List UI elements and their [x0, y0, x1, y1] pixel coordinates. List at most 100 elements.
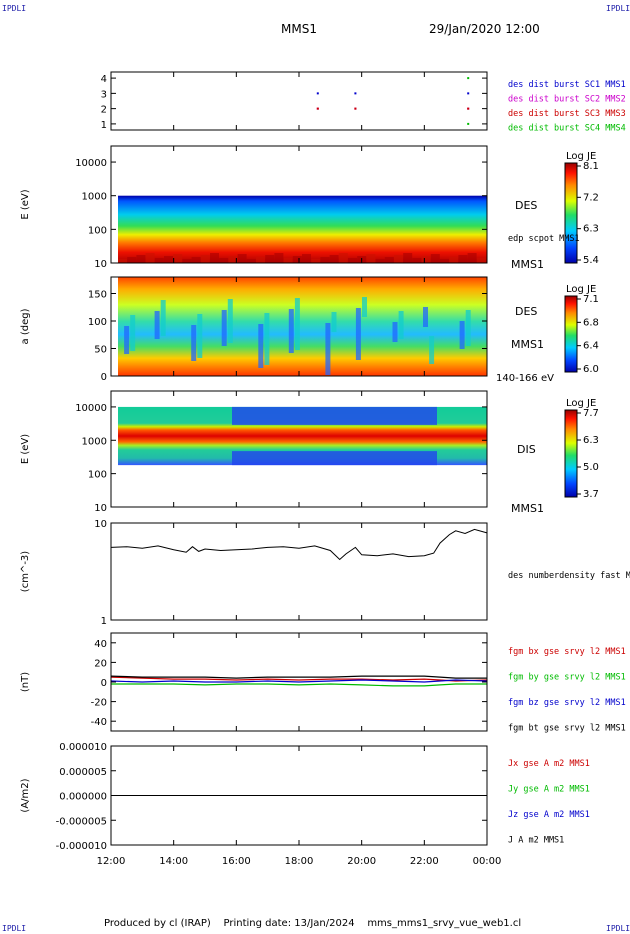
des-energy-cell-31 [403, 253, 413, 263]
burst-point-0-2 [467, 92, 470, 95]
des-energy-ytick-label-2: 100 [88, 225, 107, 236]
des-energy-colorbar-label-2: 6.3 [583, 224, 599, 235]
burst-legend-3: des dist burst SC4 MMS4 [508, 124, 626, 134]
burst-legend-0: des dist burst SC1 MMS1 [508, 80, 626, 90]
des-energy-colorbar-label-3: 5.4 [583, 255, 599, 266]
burst-point-0-1 [354, 92, 357, 95]
pitch-cell-51 [429, 336, 435, 364]
dis-energy-colorbar-label-0: 7.7 [583, 408, 599, 419]
bfield-ytick-label-3: -20 [91, 698, 107, 709]
current-legend-3: J A m2 MMS1 [508, 836, 564, 846]
des-energy-cell-36 [449, 257, 459, 263]
burst-panel-frame [110, 71, 488, 131]
des-energy-cell-5 [164, 256, 173, 263]
des-energy-cell-27 [366, 254, 376, 263]
dis-energy-label: DIS [517, 443, 536, 456]
dis-energy-ytick-label-1: 1000 [82, 436, 107, 447]
des-energy-cell-11 [219, 258, 229, 263]
pitch-cell-18 [227, 299, 233, 343]
current-ytick-label-2: 0.000000 [59, 792, 107, 803]
burst-ytick-label-1: 2 [101, 105, 107, 116]
des-energy-cell-14 [246, 259, 256, 263]
footer-printing-date: Printing date: 13/Jan/2024 [223, 918, 355, 929]
density-frame [110, 522, 488, 621]
pitch-energy-range: 140-166 eV [496, 373, 554, 384]
xtick-label-3: 18:00 [285, 856, 314, 867]
burst-point-3-0 [467, 77, 470, 80]
des-energy-cell-8 [191, 257, 201, 263]
pitch-cell-50 [423, 307, 428, 327]
current-ylabel: (A/m2) [20, 778, 31, 812]
des-energy-cell-35 [440, 259, 449, 263]
des-energy-cell-6 [173, 254, 183, 263]
bfield-legend-3: fgm bt gse srvy l2 MMS1 [508, 724, 626, 734]
footer-produced: Produced by cl (IRAP) [104, 918, 211, 929]
des-energy-cell-17 [274, 253, 284, 263]
pitch-cell-7 [160, 300, 166, 336]
des-energy-heatmap [118, 195, 487, 263]
des-energy-cell-38 [467, 253, 477, 263]
des-energy-annotation: edp scpot MMS1 [508, 234, 580, 244]
bfield-line-0 [110, 676, 488, 682]
bfield-ytick-label-4: -40 [91, 717, 107, 728]
corner-logo-tl: IPDLI [2, 4, 27, 13]
density-ytick-label-0: 10 [94, 519, 107, 530]
footer: Produced by cl (IRAP) Printing date: 13/… [104, 918, 521, 929]
xtick-label-5: 22:00 [410, 856, 439, 867]
pitch-cell-35 [331, 312, 337, 332]
bfield-ytick-label-1: 20 [94, 658, 107, 669]
current-ytick-label-1: 0.000005 [59, 767, 107, 778]
des-energy-cell-20 [302, 254, 311, 263]
des-energy-colorbar [564, 162, 578, 264]
footer-filename: mms_mms1_srvy_vue_web1.cl [367, 918, 522, 929]
density-ylabel: (cm^-3) [20, 551, 31, 592]
des-energy-colorbar-label-1: 7.2 [583, 192, 599, 203]
des-energy-cell-25 [348, 258, 357, 263]
des-energy-cell-23 [329, 255, 339, 263]
pitch-cell-23 [258, 324, 264, 368]
current-ytick-label-3: -0.000005 [56, 816, 107, 827]
burst-legend-2: des dist burst SC3 MMS3 [508, 109, 626, 119]
pitch-cell-40 [362, 297, 367, 317]
pitch-cell-45 [392, 322, 398, 342]
des-energy-cell-9 [200, 255, 210, 263]
pitch-cell-46 [398, 311, 404, 339]
dis-energy-colorbar-label-1: 6.3 [583, 435, 599, 446]
burst-point-2-1 [354, 107, 357, 110]
dis-energy-blue-band [232, 406, 437, 425]
bfield-legend-2: fgm bz gse srvy l2 MMS1 [508, 698, 626, 708]
density-legend-0: des numberdensity fast M [508, 571, 630, 581]
current-legend-2: Jz gse A m2 MMS1 [508, 810, 590, 820]
des-energy-cell-30 [394, 255, 403, 263]
des-energy-label: DES [515, 199, 537, 212]
burst-ytick-label-2: 3 [101, 89, 107, 100]
burst-ytick-label-3: 4 [101, 74, 107, 85]
pitch-cell-39 [355, 308, 361, 360]
des-energy-cell-18 [283, 258, 293, 263]
dis-energy-ylabel: E (eV) [20, 434, 31, 464]
burst-legend-1: des dist burst SC2 MMS2 [508, 95, 626, 105]
pitch-ylabel: a (deg) [20, 308, 31, 344]
bfield-line-1 [111, 683, 487, 687]
des-energy-cell-12 [228, 256, 238, 263]
des-energy-cell-22 [320, 257, 330, 263]
des-energy-cell-7 [182, 259, 192, 263]
des-energy-cell-3 [145, 253, 155, 263]
pitch-colorbar-label-2: 6.4 [583, 341, 599, 352]
pitch-cell-24 [264, 313, 270, 365]
des-energy-cell-24 [338, 253, 348, 263]
des-energy-cell-2 [136, 255, 146, 263]
des-energy-colorbar-title: Log JE [566, 151, 596, 162]
pitch-cell-28 [288, 309, 294, 353]
corner-logo-bl: IPDLI [2, 924, 27, 933]
des-energy-colorbar-label-0: 8.1 [583, 161, 599, 172]
des-energy-cell-33 [421, 256, 431, 263]
des-energy-cell-21 [311, 259, 321, 263]
corner-logo-tr: IPDLI [606, 4, 630, 13]
pitch-colorbar-label-0: 7.1 [583, 294, 599, 305]
xtick-label-6: 00:00 [473, 856, 502, 867]
current-legend-1: Jy gse A m2 MMS1 [508, 785, 590, 795]
burst-point-3-1 [467, 122, 470, 125]
dis-energy-blue-band-low [232, 451, 437, 466]
